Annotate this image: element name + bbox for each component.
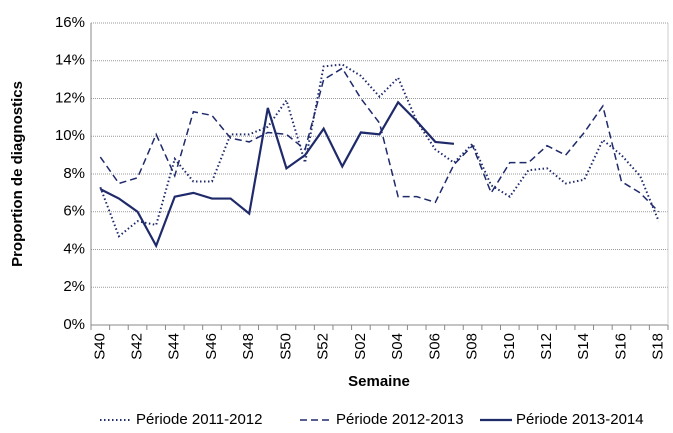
x-tick-label: S48 [240, 333, 257, 360]
x-tick-label: S18 [650, 333, 667, 360]
x-tick-label: S42 [129, 333, 146, 360]
y-axis-label: Proportion de diagnostics [9, 81, 26, 267]
y-tick-label: 0% [63, 316, 85, 333]
x-tick-label: S12 [538, 333, 555, 360]
legend-label: Période 2011-2012 [136, 411, 263, 428]
x-tick-label: S50 [277, 333, 294, 360]
legend-label: Période 2012-2013 [336, 411, 464, 428]
y-tick-label: 12% [55, 89, 85, 106]
x-tick-label: S52 [315, 333, 332, 360]
y-tick-label: 6% [63, 203, 85, 220]
y-tick-label: 10% [55, 127, 85, 144]
x-tick-label: S08 [464, 333, 481, 360]
x-tick-label: S44 [166, 333, 183, 360]
y-tick-label: 2% [63, 278, 85, 295]
x-tick-label: S04 [389, 333, 406, 360]
y-tick-label: 16% [55, 14, 85, 31]
x-tick-label: S06 [426, 333, 443, 360]
x-tick-label: S14 [575, 333, 592, 360]
x-tick-label: S40 [91, 333, 108, 360]
y-tick-label: 4% [63, 240, 85, 257]
y-tick-label: 8% [63, 165, 85, 182]
x-tick-label: S02 [352, 333, 369, 360]
series-line [99, 63, 660, 238]
x-tick-label: S10 [501, 333, 518, 360]
x-tick-label: S46 [203, 333, 220, 360]
series-line [99, 100, 455, 249]
x-axis-label: Semaine [348, 373, 410, 390]
series-line [99, 67, 660, 213]
legend-label: Période 2013-2014 [516, 411, 644, 428]
x-tick-label: S16 [612, 333, 629, 360]
y-tick-label: 14% [55, 52, 85, 69]
